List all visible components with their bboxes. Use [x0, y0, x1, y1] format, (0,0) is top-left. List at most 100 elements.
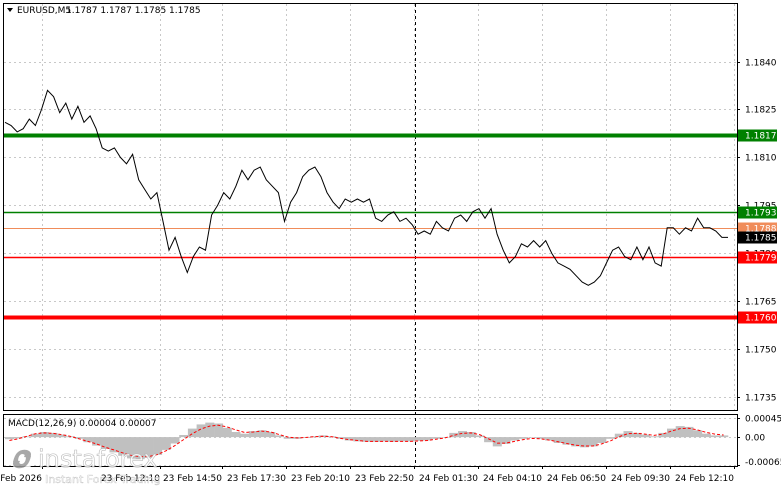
time-tick-label: 23 Feb 2026 [0, 474, 42, 484]
macd-bar [405, 437, 415, 442]
macd-bar [579, 437, 589, 448]
instaforex-watermark: instaforex Instant Forex Trading [10, 445, 161, 486]
macd-bar [440, 437, 450, 438]
watermark-brand: instaforex [38, 445, 158, 473]
macd-bar [492, 437, 502, 447]
macd-bar [266, 432, 276, 438]
level-label-1.1793: 1.1793 [745, 209, 777, 219]
macd-signal-line [9, 424, 724, 458]
level-label-box [738, 206, 777, 219]
macd-axis: 0.00045 0.00 -0.00065 [737, 415, 781, 468]
macd-bar [475, 435, 485, 438]
macd-bar [571, 437, 581, 447]
macd-bar [658, 432, 668, 438]
symbol-label: EURUSD,M5 [17, 6, 71, 16]
macd-bar [240, 433, 250, 438]
macd-bar [684, 426, 694, 438]
price-tick-label: 1.1825 [745, 106, 777, 116]
macd-title: MACD(12,26,9) 0.00004 0.00007 [8, 419, 157, 429]
price-tick-label: 1.1765 [745, 298, 777, 308]
macd-bar [388, 437, 398, 442]
level-label-box [738, 129, 777, 142]
macd-bar [100, 437, 110, 449]
macd-bar [13, 437, 23, 439]
macd-bar [57, 434, 67, 438]
level-label-1.1760: 1.1760 [745, 314, 777, 324]
watermark-tagline: Instant Forex Trading [45, 473, 161, 486]
macd-bar [92, 437, 102, 446]
time-tick-label: 24 Feb 12:10 [675, 474, 734, 484]
macd-bar [161, 437, 171, 450]
level-label-1.1817: 1.1817 [745, 132, 777, 142]
macd-bar [449, 432, 459, 438]
macd-bar [118, 437, 128, 456]
macd-bar [135, 437, 145, 460]
macd-bar [466, 432, 476, 438]
macd-bar [632, 432, 642, 438]
macd-bar [414, 437, 424, 441]
macd-bar [562, 437, 572, 445]
macd-bar [74, 437, 84, 439]
macd-bar [423, 437, 433, 441]
macd-bar [710, 435, 720, 438]
macd-bar [205, 422, 215, 438]
macd-bar [370, 437, 380, 442]
macd-bar [31, 433, 41, 438]
ohlc-label: 1.1787 1.1787 1.1785 1.1785 [66, 6, 201, 16]
macd-bar [667, 428, 676, 438]
macd-bar [623, 431, 633, 438]
macd-tick-label: -0.00065 [745, 458, 781, 468]
macd-bar [693, 430, 703, 438]
time-tick-label: 24 Feb 09:30 [611, 474, 670, 484]
dropdown-arrow-icon[interactable] [7, 8, 13, 12]
macd-bar [501, 437, 511, 444]
macd-bar [527, 437, 537, 438]
macd-bar [222, 427, 232, 438]
macd-bar [518, 437, 528, 439]
macd-bar [606, 437, 615, 439]
macd-bar [283, 437, 293, 439]
macd-bar [545, 437, 555, 441]
level-label-box [738, 231, 777, 244]
level-label-box [738, 251, 777, 264]
macd-bar [214, 423, 224, 438]
time-tick-label: 24 Feb 01:30 [419, 474, 478, 484]
macd-bar [179, 435, 189, 438]
macd-bar [553, 437, 563, 443]
macd-bar [309, 436, 319, 438]
macd-bar [248, 431, 258, 438]
macd-bar [353, 437, 363, 442]
price-tick-label: 1.1750 [745, 346, 777, 356]
macd-bar [344, 437, 354, 441]
macd-bar [397, 437, 406, 442]
macd-bar [5, 437, 14, 440]
macd-bar [379, 437, 389, 442]
price-tick-label: 1.1840 [745, 59, 777, 69]
macd-bar [701, 433, 711, 438]
chart-header: EURUSD,M5 1.1787 1.1787 1.1785 1.1785 [7, 6, 201, 16]
macd-bar [187, 428, 197, 438]
macd-bar [597, 437, 607, 443]
macd-bar [39, 432, 49, 438]
time-tick-label: 23 Feb 12:10 [101, 474, 160, 484]
macd-panel-frame [3, 414, 738, 467]
macd-bar [510, 437, 520, 441]
macd-bar [640, 434, 650, 438]
macd-bar [431, 437, 441, 439]
time-tick-label: 23 Feb 20:10 [291, 474, 350, 484]
macd-bar [649, 436, 659, 438]
instaforex-logo-icon [10, 447, 34, 471]
macd-bar [458, 431, 467, 438]
macd-bar [675, 426, 685, 438]
macd-bar [614, 433, 624, 438]
macd-bar [48, 432, 58, 438]
price-tick-label: 1.1735 [745, 394, 777, 404]
macd-bar [83, 437, 93, 443]
level-label-1.1779: 1.1779 [745, 254, 777, 264]
macd-bar [257, 430, 267, 438]
macd-tick-label: 0.00 [745, 434, 765, 444]
